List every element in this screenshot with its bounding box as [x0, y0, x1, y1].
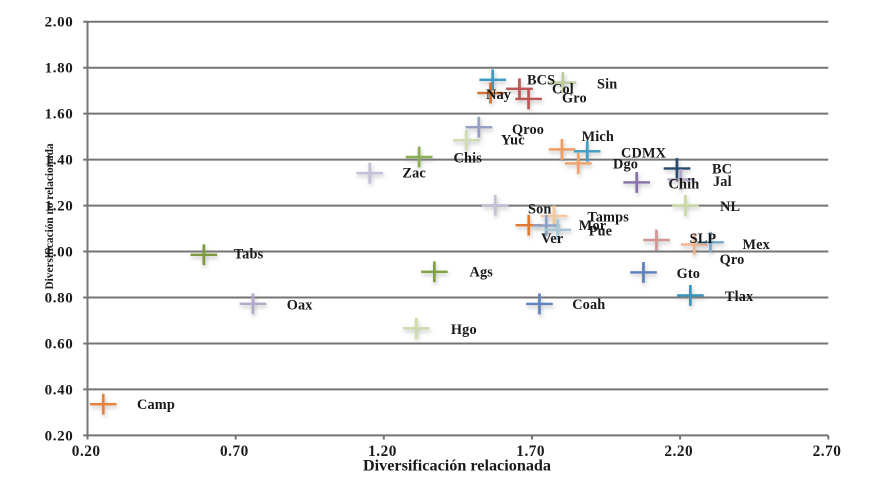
svg-text:0.20: 0.20 — [45, 428, 74, 444]
svg-text:1.00: 1.00 — [45, 244, 74, 260]
svg-text:2.70: 2.70 — [813, 443, 842, 460]
svg-text:Mor: Mor — [579, 218, 607, 234]
svg-text:NL: NL — [720, 199, 740, 215]
svg-text:Nay: Nay — [486, 87, 512, 103]
svg-text:Ags: Ags — [470, 265, 494, 281]
svg-text:Qroo: Qroo — [512, 122, 544, 138]
svg-text:Dgo: Dgo — [613, 157, 638, 173]
svg-text:BC: BC — [712, 162, 732, 178]
svg-text:Camp: Camp — [137, 397, 175, 413]
svg-text:1.20: 1.20 — [368, 443, 397, 460]
svg-text:Coah: Coah — [572, 297, 605, 313]
svg-text:Tamps: Tamps — [587, 210, 629, 226]
svg-text:Hgo: Hgo — [451, 322, 477, 338]
svg-text:0.80: 0.80 — [45, 290, 74, 306]
svg-text:Gto: Gto — [677, 266, 700, 282]
svg-text:Chis: Chis — [454, 150, 483, 166]
svg-text:SLP: SLP — [690, 231, 717, 247]
svg-text:2.00: 2.00 — [45, 15, 74, 31]
svg-text:Pue: Pue — [589, 223, 612, 239]
svg-text:Diversificación relacionada: Diversificación relacionada — [363, 456, 551, 474]
svg-text:Jal: Jal — [713, 174, 732, 190]
svg-text:Qro: Qro — [720, 252, 745, 268]
svg-text:Chih: Chih — [669, 177, 700, 193]
svg-text:Zac: Zac — [402, 166, 425, 182]
svg-text:1.40: 1.40 — [45, 153, 74, 169]
svg-text:BCS: BCS — [527, 73, 555, 89]
svg-text:Yuc: Yuc — [501, 133, 525, 149]
svg-text:Mich: Mich — [582, 129, 614, 145]
svg-text:Col: Col — [552, 82, 574, 98]
svg-text:Tabs: Tabs — [234, 247, 264, 263]
svg-text:1.20: 1.20 — [45, 199, 74, 215]
svg-text:Sin: Sin — [597, 77, 617, 93]
svg-text:Diversificación no relacionada: Diversificación no relacionada — [44, 143, 56, 289]
svg-text:Tlax: Tlax — [725, 289, 754, 305]
svg-text:0.20: 0.20 — [72, 443, 101, 460]
svg-text:Ver: Ver — [541, 231, 564, 247]
svg-text:CDMX: CDMX — [621, 146, 667, 162]
svg-text:0.70: 0.70 — [220, 443, 249, 460]
svg-text:1.70: 1.70 — [516, 443, 545, 460]
svg-text:Son: Son — [528, 202, 552, 218]
svg-text:Mex: Mex — [743, 237, 771, 253]
svg-text:1.60: 1.60 — [45, 107, 74, 123]
svg-text:2.20: 2.20 — [664, 443, 693, 460]
svg-text:0.60: 0.60 — [45, 336, 74, 352]
svg-text:1.80: 1.80 — [45, 61, 74, 77]
svg-text:0.40: 0.40 — [45, 382, 74, 398]
svg-text:Gro: Gro — [562, 91, 587, 107]
svg-text:Oax: Oax — [287, 297, 314, 313]
